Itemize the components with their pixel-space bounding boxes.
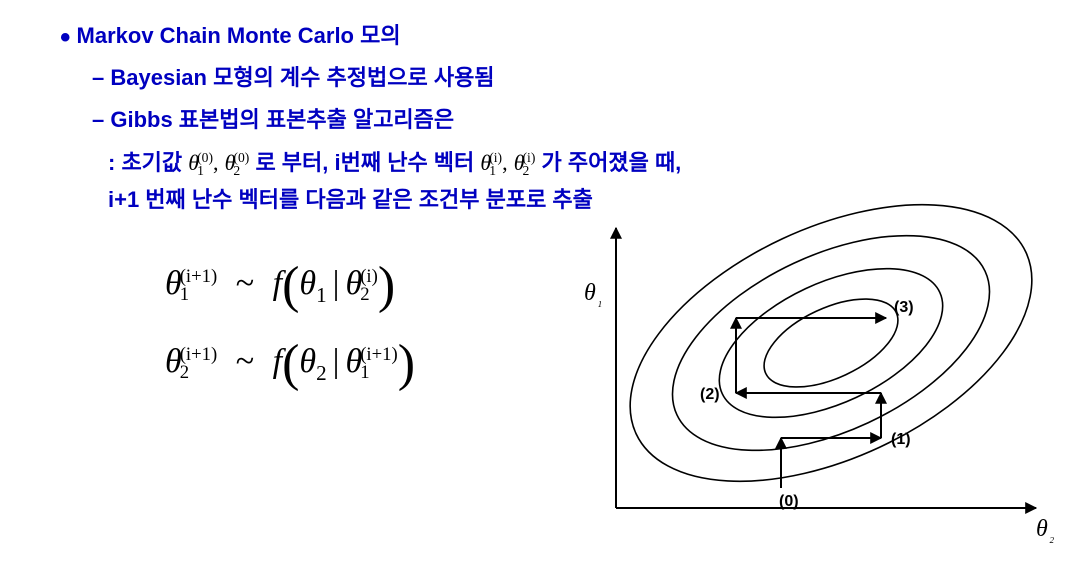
sub2-text: Gibbs 표본법의 표본추출 알고리즘은 (110, 107, 454, 132)
sub-bullet-2: Gibbs 표본법의 표본추출 알고리즘은 (92, 102, 1034, 134)
main-bullet: •Markov Chain Monte Carlo 모의 (60, 18, 1034, 50)
bullet-dot: • (60, 21, 77, 54)
equation-2: θ(i+1)2 ~ f(θ2|θ(i+1)1) (165, 326, 415, 386)
svg-text:θ: θ (1036, 516, 1048, 542)
svg-text:(0): (0) (779, 493, 799, 510)
svg-text:(3): (3) (894, 299, 914, 316)
svg-text:(2): (2) (700, 386, 720, 403)
detail-prefix: : 초기값 (108, 150, 188, 175)
svg-text:₁: ₁ (597, 292, 602, 308)
slide: •Markov Chain Monte Carlo 모의 Bayesian 모형… (0, 0, 1074, 575)
theta1-0-inline: θ(0)1 (188, 150, 213, 175)
svg-text:₂: ₂ (1049, 528, 1054, 544)
equation-1: θ(i+1)1 ~ f(θ1|θ(i)2) (165, 248, 415, 308)
detail-mid1: 로 부터, i번째 난수 벡터 (255, 150, 480, 175)
sub-bullet-1: Bayesian 모형의 계수 추정법으로 사용됨 (92, 60, 1034, 92)
svg-text:θ: θ (584, 280, 596, 306)
theta1-i-inline: θ(i)1 (480, 150, 502, 175)
theta2-0-inline: θ(0)2 (225, 150, 250, 175)
sub1-text: Bayesian 모형의 계수 추정법으로 사용됨 (110, 65, 494, 90)
theta2-i-inline: θ(i)2 (514, 150, 536, 175)
svg-text:(1): (1) (891, 431, 911, 448)
detail-mid2: 가 주어졌을 때, (542, 150, 682, 175)
title-text: Markov Chain Monte Carlo 모의 (77, 23, 401, 48)
gibbs-diagram: θ₂θ₁(0)(1)(2)(3) (556, 188, 1056, 558)
comma-1: , (213, 150, 219, 175)
detail-line2: i+1 번째 난수 벡터를 다음과 같은 조건부 분포로 추출 (108, 187, 593, 212)
comma-2: , (502, 150, 508, 175)
equation-block: θ(i+1)1 ~ f(θ1|θ(i)2) θ(i+1)2 ~ f(θ2|θ(i… (165, 248, 415, 404)
